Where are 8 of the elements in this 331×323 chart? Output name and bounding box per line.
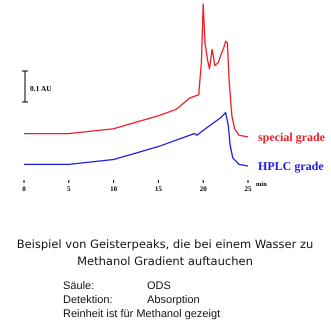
text: Reinheit ist für Methanol gezeigt [63, 308, 220, 320]
text: Detektion: [63, 294, 113, 306]
text: Säule: [63, 280, 94, 292]
text: Beispiel von Geisterpeaks, die bei einem Wasser zu Methanol Gradient auftauchen [16, 237, 314, 268]
series-label: special grade [258, 130, 326, 144]
series-label: HPLC grade [258, 159, 324, 173]
text: ODS [147, 280, 171, 292]
text: Absorption [147, 294, 200, 306]
